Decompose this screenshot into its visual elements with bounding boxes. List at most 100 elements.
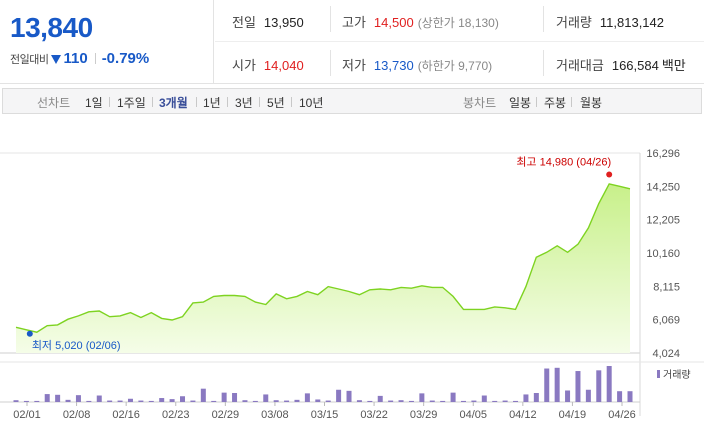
volume-bar — [533, 393, 539, 402]
volume-bar — [565, 390, 571, 402]
volume-bar — [315, 399, 321, 402]
volume-bar — [44, 394, 50, 402]
x-tick-label: 03/22 — [360, 409, 388, 421]
volume-bar — [481, 395, 487, 402]
volume-bar — [346, 390, 352, 402]
volume-bar — [242, 400, 248, 402]
volume-bar — [367, 400, 373, 402]
volume-bar — [585, 389, 591, 402]
x-tick-label: 02/29 — [212, 409, 240, 421]
volume-bar — [627, 391, 633, 402]
volume-bar — [252, 400, 258, 402]
chart-toolbar: 선차트 1일 1주일 3개월 1년 3년 5년 10년 봉차트 일봉 주봉 월봉 — [2, 88, 702, 114]
divider — [543, 6, 544, 32]
period-10y[interactable]: 10년 — [299, 96, 324, 110]
change-rate: -0.79% — [101, 50, 150, 67]
period-1w[interactable]: 1주일 — [117, 96, 146, 110]
volume-bar — [263, 394, 269, 402]
divider — [330, 6, 331, 32]
volume-bar — [377, 395, 383, 402]
change-label: 전일대비 — [10, 53, 49, 66]
amount-label: 거래대금 — [556, 58, 604, 73]
open-value: 14,040 — [263, 58, 304, 73]
x-tick-label: 03/29 — [410, 409, 438, 421]
volume-bar — [200, 388, 206, 402]
volume-bar — [75, 395, 81, 402]
volume-bar — [55, 394, 61, 402]
volume-bar — [325, 400, 331, 402]
low-label: 저가 — [342, 58, 366, 73]
candle-daily[interactable]: 일봉 — [509, 96, 532, 110]
volume-stat: 거래량 11,813,142 — [556, 12, 664, 31]
current-price: 13,840 — [10, 12, 93, 43]
x-tick-label: 02/01 — [13, 409, 41, 421]
change-value: 110 — [63, 50, 88, 67]
low-stat: 저가 13,730 (하한가 9,770) — [342, 55, 492, 74]
divider — [94, 53, 96, 64]
volume-label: 거래량 — [556, 15, 592, 30]
price-area — [16, 183, 630, 353]
y-tick-label: 14,250 — [646, 181, 680, 193]
x-tick-label: 02/16 — [112, 409, 140, 421]
volume-bar — [419, 393, 425, 402]
volume-bar — [617, 391, 623, 402]
volume-bar — [86, 400, 92, 402]
volume-bar — [13, 400, 19, 402]
price-chart-svg: 16,296 14,250 12,205 10,160 8,115 6,069 4,024 최… — [0, 148, 704, 421]
open-stat: 시가 14,040 — [232, 55, 304, 74]
x-tick-label: 02/08 — [63, 409, 91, 421]
volume-bar — [398, 400, 404, 402]
line-chart-label: 선차트 — [37, 96, 71, 110]
volume-bar — [336, 389, 342, 402]
volume-bar — [471, 400, 477, 402]
volume-bar — [606, 366, 612, 402]
price-chart[interactable]: 16,296 14,250 12,205 10,160 8,115 6,069 4,024 최… — [0, 146, 704, 436]
y-tick-label: 4,024 — [652, 348, 680, 360]
volume-bar — [492, 400, 498, 402]
x-tick-label: 02/23 — [162, 409, 190, 421]
volume-legend-swatch — [657, 370, 660, 378]
volume-bar — [554, 367, 560, 402]
volume-bar — [159, 398, 165, 402]
divider — [215, 41, 704, 42]
volume-bar — [513, 400, 519, 402]
volume-bar — [273, 400, 279, 402]
open-label: 시가 — [232, 58, 256, 73]
upper-limit: (상한가 18,130) — [417, 16, 499, 30]
volume-bar — [502, 400, 508, 402]
candle-monthly[interactable]: 월봉 — [580, 96, 603, 110]
volume-bar — [450, 392, 456, 402]
volume-bar — [169, 399, 175, 402]
lower-limit: (하한가 9,770) — [417, 59, 493, 73]
volume-bar — [429, 400, 435, 402]
high-stat: 고가 14,500 (상한가 18,130) — [342, 12, 499, 31]
prev-close-stat: 전일 13,950 — [232, 12, 304, 31]
volume-bar — [544, 368, 550, 402]
volume-bar — [221, 392, 227, 402]
volume-bar — [148, 400, 154, 402]
volume-bar — [23, 400, 29, 402]
prev-close-value: 13,950 — [263, 15, 304, 30]
period-5y[interactable]: 5년 — [267, 96, 285, 110]
divider — [330, 50, 331, 76]
amount-unit: 백만 — [661, 58, 686, 73]
price-line — [15, 183, 631, 333]
divider — [291, 97, 292, 107]
amount-value: 166,584 — [611, 58, 659, 73]
period-3y[interactable]: 3년 — [235, 96, 253, 110]
period-1d[interactable]: 1일 — [85, 96, 103, 110]
x-tick-label: 03/08 — [261, 409, 289, 421]
period-3m[interactable]: 3개월 — [159, 96, 188, 110]
period-1y[interactable]: 1년 — [203, 96, 221, 110]
volume-bar — [284, 400, 290, 402]
change-row: 전일대비 110 -0.79% — [10, 50, 149, 67]
y-tick-label: 8,115 — [653, 281, 680, 293]
candle-weekly[interactable]: 주봉 — [544, 96, 567, 110]
candle-chart-label: 봉차트 — [463, 96, 497, 110]
volume-bar — [117, 400, 123, 402]
prev-close-label: 전일 — [232, 15, 256, 30]
x-tick-label: 03/15 — [311, 409, 339, 421]
down-arrow-icon — [51, 54, 62, 64]
volume-bar — [65, 399, 71, 402]
y-tick-label: 6,069 — [652, 315, 680, 327]
